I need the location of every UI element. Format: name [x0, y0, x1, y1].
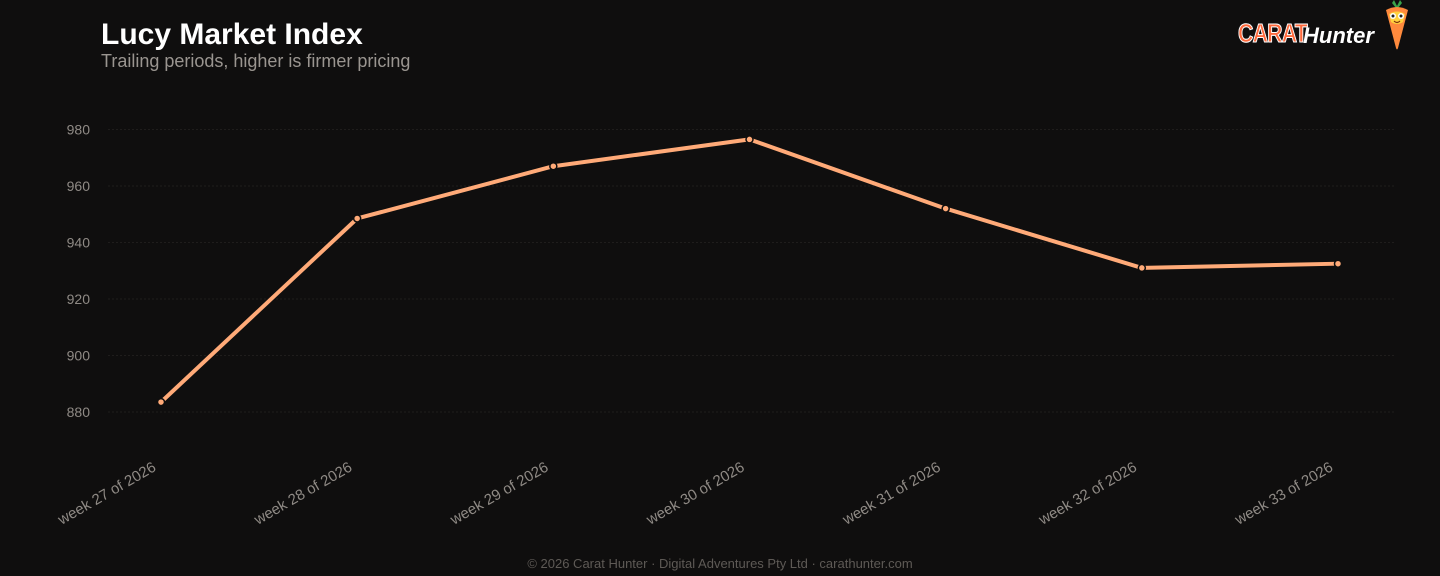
page-subtitle: Trailing periods, higher is firmer prici…	[101, 51, 411, 71]
x-tick-label: week 28 of 2026	[250, 459, 355, 529]
data-point[interactable]	[1137, 263, 1147, 273]
y-tick-label: 960	[67, 178, 91, 194]
x-axis-ticks: week 27 of 2026 week 28 of 2026 week 29 of…	[54, 459, 1336, 529]
x-tick-label: week 32 of 2026	[1035, 459, 1140, 529]
x-tick-label: week 33 of 2026	[1231, 459, 1336, 529]
series-layer	[156, 135, 1343, 407]
series-line	[159, 137, 1340, 405]
data-point[interactable]	[156, 397, 166, 407]
data-point[interactable]	[941, 204, 950, 213]
x-tick-label: week 30 of 2026	[643, 459, 748, 529]
logo-carat-word: CARAT	[1238, 18, 1309, 49]
x-tick-label: week 27 of 2026	[54, 459, 159, 529]
x-tick-label: week 31 of 2026	[839, 459, 944, 529]
x-tick-label: week 29 of 2026	[447, 459, 552, 529]
data-point[interactable]	[1333, 259, 1343, 268]
y-axis-ticks: 880 900 920 940 960 980	[67, 122, 91, 421]
grid-layer	[108, 129, 1395, 413]
carrot-mascot-icon	[1386, 0, 1408, 50]
data-point[interactable]	[352, 214, 362, 223]
data-point[interactable]	[549, 161, 558, 171]
footer-copyright: © 2026 Carat Hunter · Digital Adventures…	[527, 556, 913, 571]
logo-hunter-word: Hunter	[1303, 23, 1374, 48]
data-point[interactable]	[745, 135, 754, 144]
y-tick-label: 980	[67, 122, 91, 138]
page-title: Lucy Market Index	[101, 18, 363, 51]
brand-logo[interactable]: CARAT Hunter	[1236, 0, 1416, 56]
y-tick-label: 880	[67, 404, 91, 420]
y-tick-label: 940	[67, 235, 91, 251]
y-tick-label: 920	[67, 291, 91, 307]
y-tick-label: 900	[67, 348, 91, 364]
